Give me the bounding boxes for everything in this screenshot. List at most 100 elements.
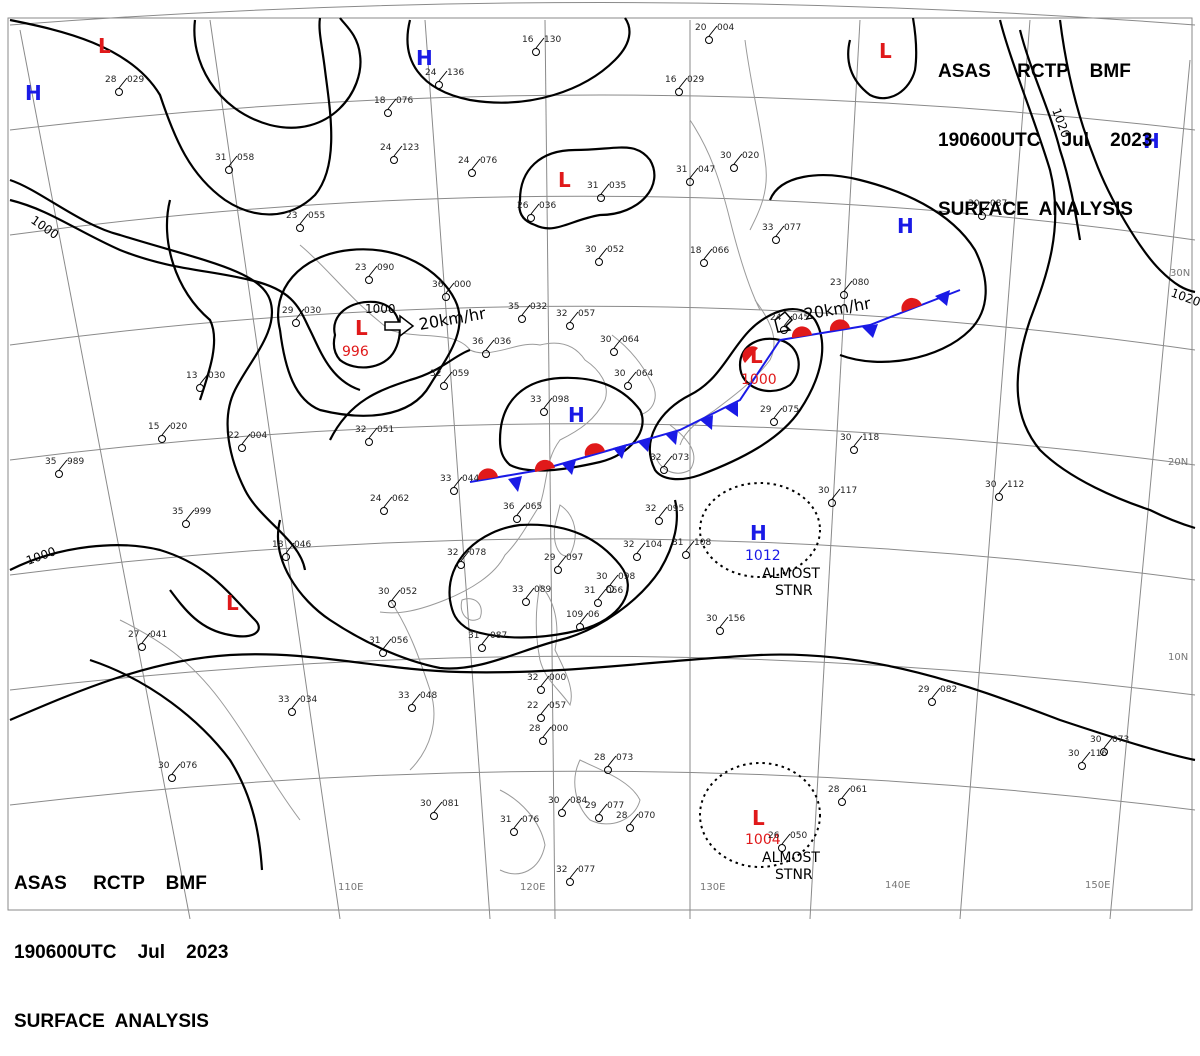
isobar-pacific-south xyxy=(847,17,918,100)
front-line xyxy=(469,289,961,483)
motion-label-east: 20km/hr xyxy=(802,293,872,323)
wind-barb xyxy=(382,638,392,650)
station-pressure: 066 xyxy=(712,246,729,256)
station-plot: 28 073 xyxy=(594,753,633,774)
wind-barb xyxy=(783,315,793,327)
wind-barb xyxy=(689,167,699,179)
isobar-pacific-high xyxy=(768,174,987,363)
parallel-40n xyxy=(9,2,1196,26)
parallel-25n xyxy=(9,305,1196,351)
station-circle xyxy=(55,470,63,478)
low-marker: L xyxy=(98,34,111,58)
station-pressure: 076 xyxy=(480,156,497,166)
station-temp: 30 xyxy=(548,796,560,806)
wind-barb xyxy=(185,509,195,521)
station-temp: 24 xyxy=(458,156,470,166)
station-plot: 23 055 xyxy=(286,211,325,232)
station-pressure: 045 xyxy=(792,313,809,323)
station-temp: 24 xyxy=(370,494,382,504)
station-pressure: 046 xyxy=(294,540,311,550)
station-temp: 33 xyxy=(440,474,451,484)
station-plot: 31 056 xyxy=(369,636,408,657)
station-temp: 30 xyxy=(158,761,170,771)
isobar-east-china-high xyxy=(498,376,644,472)
coast-hainan xyxy=(460,598,482,621)
wind-barb xyxy=(368,427,378,439)
station-pressure: 076 xyxy=(180,761,197,771)
station-pressure: 032 xyxy=(530,302,547,312)
station-temp: 28 xyxy=(529,724,541,734)
station-temp: 33 xyxy=(512,585,523,595)
meridian-100e xyxy=(19,29,191,919)
station-plot: 33 098 xyxy=(530,395,569,416)
coast-indochina xyxy=(119,619,301,821)
station-plot: 20 004 xyxy=(695,23,734,44)
station-plot: 18 066 xyxy=(690,246,729,267)
isobar-scs-loop xyxy=(448,523,629,639)
station-circle xyxy=(540,408,548,416)
coast-luzon xyxy=(535,583,572,707)
high-marker: H xyxy=(750,521,767,545)
meridian-150e xyxy=(959,19,1031,919)
low-value: 1004 xyxy=(745,832,781,848)
station-plot: 31 056 xyxy=(584,586,623,607)
isobar-west-1000 xyxy=(9,198,361,392)
station-temp: 26 xyxy=(517,201,529,211)
station-pressure: 048 xyxy=(420,691,437,701)
station-circle xyxy=(558,809,566,817)
station-circle xyxy=(196,384,204,392)
header-line-2: 190600UTC Jul 2023 xyxy=(938,130,1153,151)
station-circle xyxy=(682,551,690,559)
wind-barb xyxy=(629,813,639,825)
wind-barb xyxy=(613,337,623,349)
station-pressure: 084 xyxy=(570,796,587,806)
station-circle xyxy=(838,798,846,806)
station-pressure: 030 xyxy=(208,371,225,381)
station-circle xyxy=(624,382,632,390)
station-temp: 23 xyxy=(355,263,366,273)
station-plot: 24 062 xyxy=(370,494,409,515)
station-circle xyxy=(379,649,387,657)
isobar-south-china xyxy=(277,499,678,670)
station-temp: 22 xyxy=(527,701,538,711)
coast-vietnam xyxy=(389,599,435,771)
station-temp: 31 xyxy=(468,631,479,641)
header-line-1: ASAS RCTP BMF xyxy=(938,61,1131,82)
stnr-labels: ALMOST STNR ALMOST STNR xyxy=(762,566,820,883)
isobar-label: 1020 xyxy=(1169,286,1200,310)
station-temp: 30 xyxy=(420,799,432,809)
station-temp: 32 xyxy=(645,504,656,514)
isobar-nw-pacific-1020-a xyxy=(1058,19,1196,294)
station-plot: 31 108 xyxy=(672,538,711,559)
station-temp: 31 xyxy=(500,815,511,825)
station-plot: 33 077 xyxy=(762,223,801,244)
station-temp: 30 xyxy=(818,486,830,496)
wind-barb xyxy=(981,201,991,213)
station-pressure: 989 xyxy=(67,457,84,467)
station-plot: 33 089 xyxy=(512,585,551,606)
wind-barb xyxy=(557,555,567,567)
station-pressure: 036 xyxy=(494,337,511,347)
station-pressure: 077 xyxy=(784,223,801,233)
station-pressure: 077 xyxy=(578,865,595,875)
station-plot: 32 059 xyxy=(430,369,469,390)
station-circle xyxy=(595,258,603,266)
station-temp: 31 xyxy=(672,538,683,548)
station-circle xyxy=(365,438,373,446)
wind-barb xyxy=(542,726,552,738)
high-marker: H xyxy=(416,46,433,70)
station-plot: 36 000 xyxy=(432,280,471,301)
header-line-3: SURFACE ANALYSIS xyxy=(14,1011,209,1032)
wind-barb xyxy=(530,203,540,215)
station-circle xyxy=(384,109,392,117)
station-pressure: 064 xyxy=(622,335,639,345)
high-marker: H xyxy=(1143,129,1160,153)
station-plot: 32 073 xyxy=(650,453,689,474)
station-pressure: 078 xyxy=(469,548,486,558)
motion-arrow-east xyxy=(774,310,794,333)
station-plot: 35 989 xyxy=(45,457,84,478)
station-pressure: 156 xyxy=(728,614,745,624)
station-circle xyxy=(610,348,618,356)
wind-barb xyxy=(569,867,579,879)
wind-barb xyxy=(540,675,550,687)
